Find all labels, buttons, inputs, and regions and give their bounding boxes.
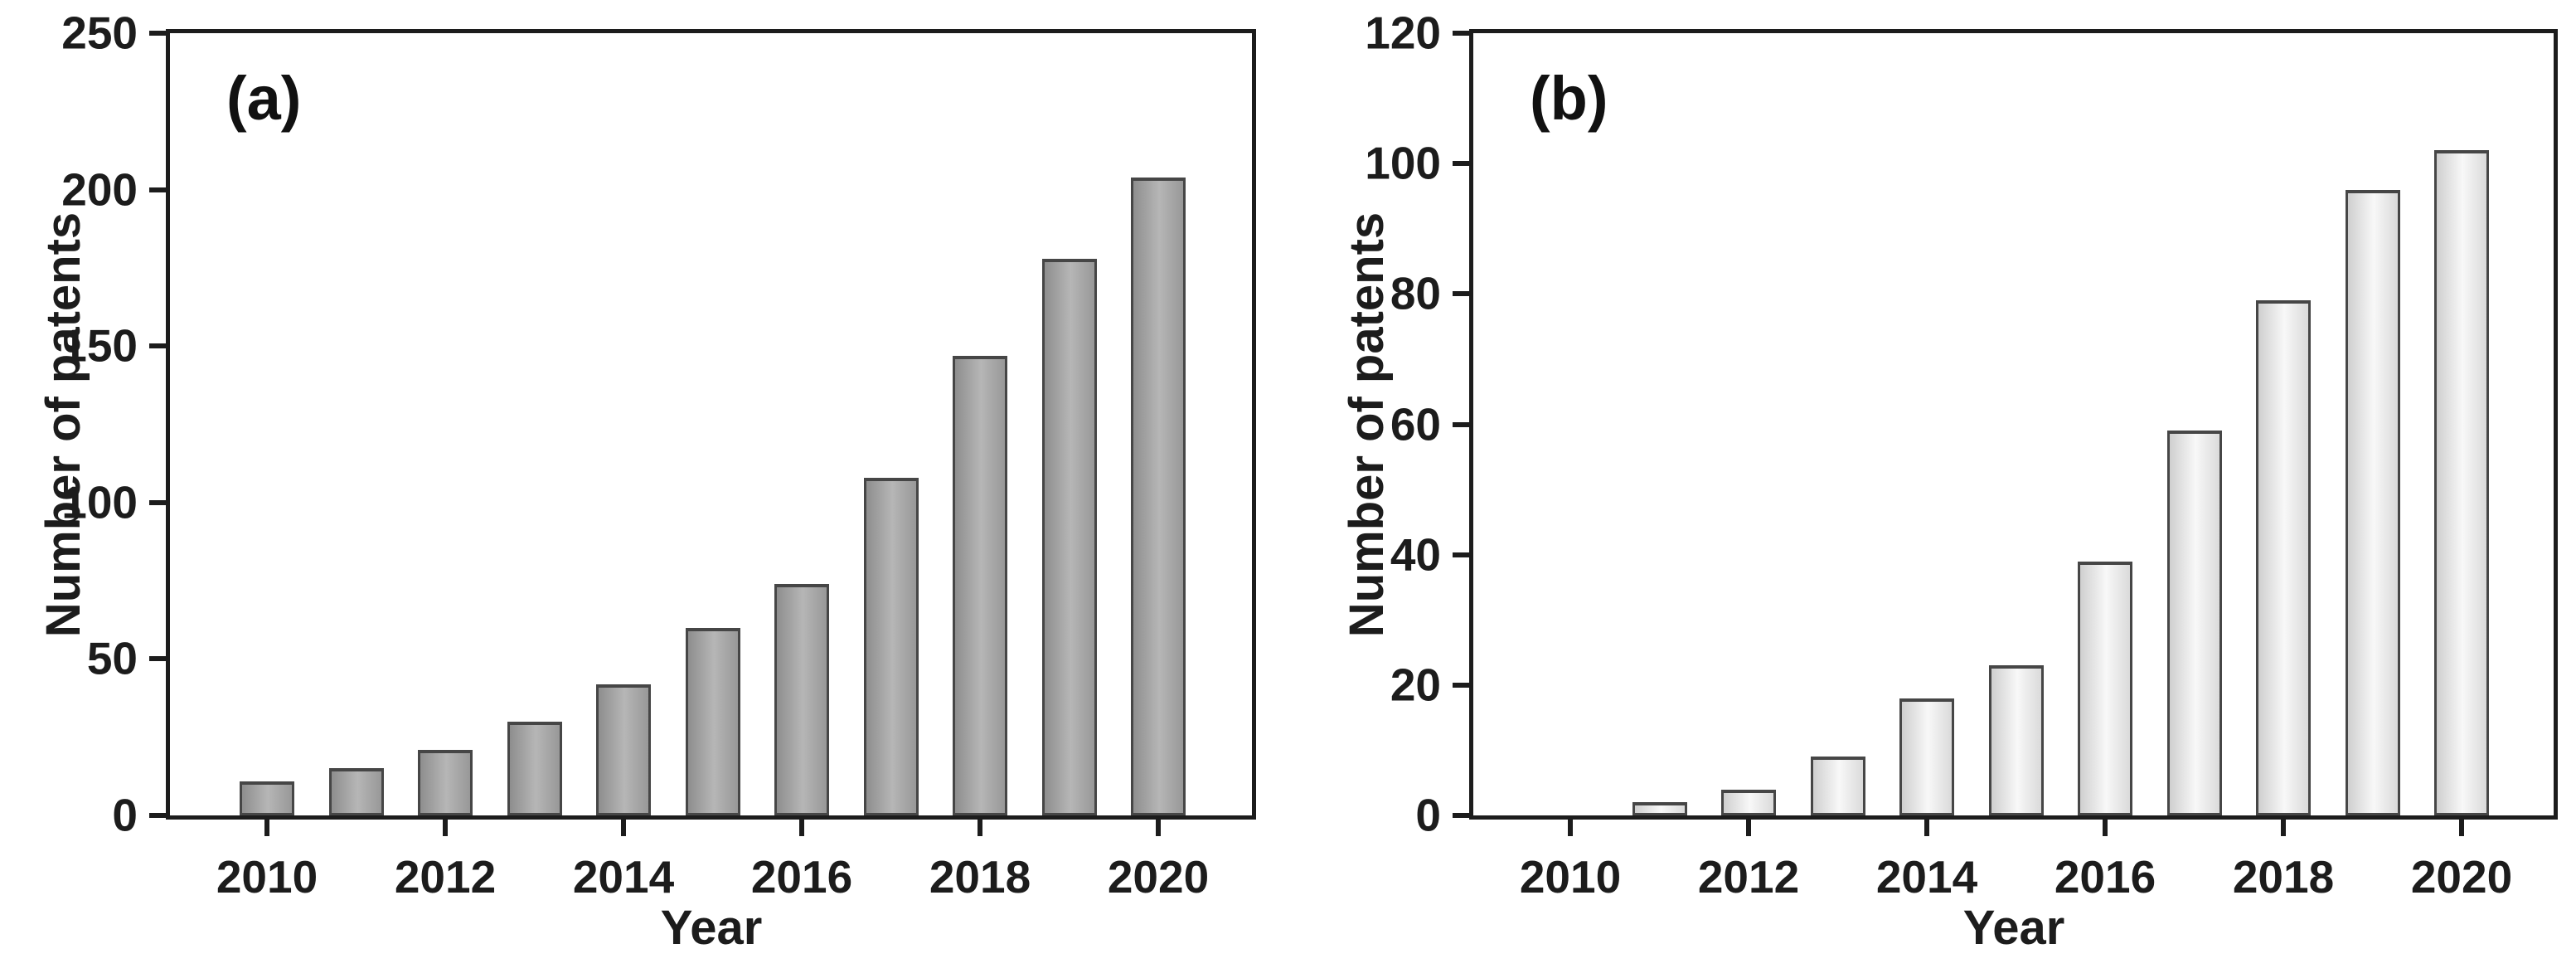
bar-2018 <box>953 356 1007 815</box>
x-tick-a-2016 <box>799 820 804 836</box>
x-axis-title-b: Year <box>1962 901 2065 955</box>
x-tick-label-a-2012: 2012 <box>394 851 497 903</box>
x-tick-label-a-2016: 2016 <box>750 851 853 903</box>
bar-2011 <box>329 768 384 815</box>
x-tick-label-a-2010: 2010 <box>216 851 318 903</box>
x-tick-a-2010 <box>264 820 269 836</box>
y-tick-label-b-60: 60 <box>1390 398 1441 450</box>
y-tick-label-a-0: 0 <box>112 789 138 841</box>
x-tick-a-2020 <box>1156 820 1161 836</box>
y-axis-title-b: Number of patents <box>1340 212 1394 638</box>
x-tick-label-b-2014: 2014 <box>1875 851 1978 903</box>
x-tick-label-a-2020: 2020 <box>1107 851 1210 903</box>
y-tick-label-b-100: 100 <box>1365 137 1441 189</box>
x-tick-label-a-2014: 2014 <box>572 851 675 903</box>
y-tick-a-100 <box>149 500 166 505</box>
y-tick-a-50 <box>149 656 166 661</box>
bar-2013 <box>507 722 562 815</box>
bar-2017 <box>2167 431 2222 815</box>
y-tick-label-b-80: 80 <box>1390 267 1441 319</box>
y-tick-b-100 <box>1453 161 1469 166</box>
y-tick-b-80 <box>1453 291 1469 296</box>
x-tick-b-2020 <box>2459 820 2464 836</box>
bar-2019 <box>2346 190 2400 815</box>
y-tick-b-20 <box>1453 683 1469 688</box>
y-tick-label-b-0: 0 <box>1415 789 1441 841</box>
bar-2015 <box>686 628 740 815</box>
panel-label-b: (b) <box>1530 64 1608 133</box>
x-tick-b-2010 <box>1568 820 1573 836</box>
y-tick-label-a-50: 50 <box>86 632 138 684</box>
bar-2014 <box>1899 698 1954 815</box>
bar-2013 <box>1811 757 1865 815</box>
y-tick-b-0 <box>1453 813 1469 818</box>
y-tick-label-a-150: 150 <box>61 319 138 372</box>
bar-2020 <box>2434 150 2489 815</box>
x-axis-title-a: Year <box>660 901 763 955</box>
panel-label-a: (a) <box>226 64 302 133</box>
bar-2010 <box>240 781 294 815</box>
x-tick-a-2018 <box>978 820 982 836</box>
bar-2015 <box>1989 665 2044 815</box>
y-tick-b-40 <box>1453 552 1469 557</box>
x-tick-label-b-2010: 2010 <box>1519 851 1622 903</box>
y-tick-a-150 <box>149 343 166 348</box>
bar-2018 <box>2256 300 2311 815</box>
x-tick-b-2018 <box>2281 820 2286 836</box>
x-tick-b-2012 <box>1746 820 1751 836</box>
bar-2016 <box>774 584 829 815</box>
y-tick-label-a-100: 100 <box>61 476 138 528</box>
x-tick-b-2014 <box>1924 820 1929 836</box>
y-tick-a-0 <box>149 813 166 818</box>
y-tick-b-120 <box>1453 31 1469 36</box>
x-tick-label-b-2018: 2018 <box>2232 851 2335 903</box>
x-tick-label-b-2016: 2016 <box>2054 851 2156 903</box>
x-tick-label-b-2012: 2012 <box>1697 851 1800 903</box>
y-tick-label-b-20: 20 <box>1390 659 1441 711</box>
y-tick-a-200 <box>149 187 166 192</box>
y-tick-a-250 <box>149 31 166 36</box>
y-tick-label-b-120: 120 <box>1365 7 1441 59</box>
y-tick-b-60 <box>1453 422 1469 427</box>
bar-2019 <box>1042 259 1097 815</box>
y-tick-label-a-250: 250 <box>61 7 138 59</box>
x-tick-a-2014 <box>621 820 626 836</box>
plot-frame-a <box>166 29 1256 820</box>
bar-2016 <box>2078 562 2132 815</box>
y-tick-label-b-40: 40 <box>1390 528 1441 581</box>
y-axis-title-a: Number of patents <box>36 212 90 638</box>
bar-2020 <box>1131 178 1186 815</box>
plot-frame-b <box>1469 29 2558 820</box>
bar-2011 <box>1632 802 1687 815</box>
bar-2017 <box>864 478 919 815</box>
x-tick-a-2012 <box>443 820 448 836</box>
bar-2012 <box>1721 790 1776 815</box>
bar-2012 <box>418 750 473 815</box>
bar-2014 <box>596 684 651 815</box>
x-tick-label-a-2018: 2018 <box>929 851 1031 903</box>
y-tick-label-a-200: 200 <box>61 163 138 216</box>
x-tick-label-b-2020: 2020 <box>2410 851 2513 903</box>
x-tick-b-2016 <box>2103 820 2108 836</box>
